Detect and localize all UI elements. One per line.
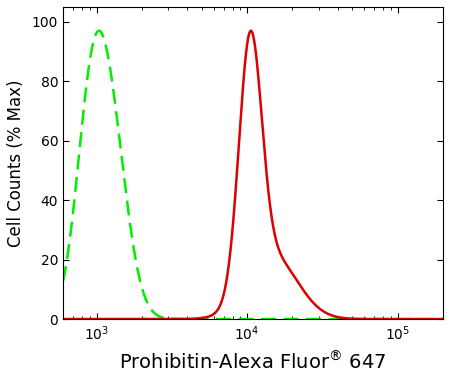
Y-axis label: Cell Counts (% Max): Cell Counts (% Max)	[7, 79, 25, 247]
X-axis label: Prohibitin-Alexa Fluor$^{®}$ 647: Prohibitin-Alexa Fluor$^{®}$ 647	[119, 351, 387, 373]
